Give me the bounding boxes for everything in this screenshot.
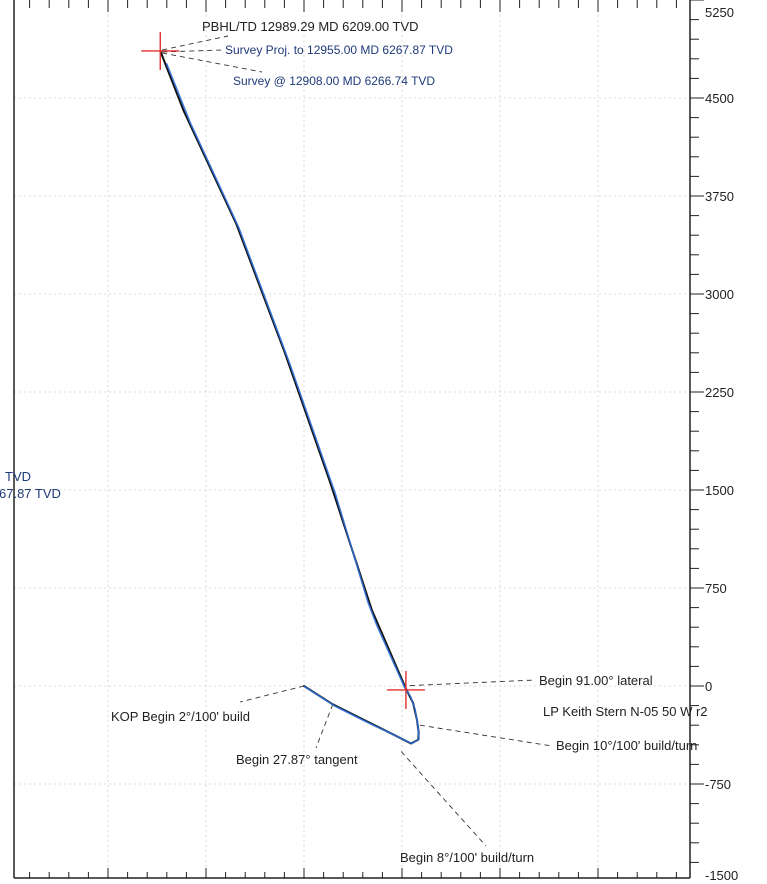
annotation-begin-build-turn-8: Begin 8°/100' build/turn: [400, 850, 534, 865]
annotation-survey-projection: Survey Proj. to 12955.00 MD 6267.87 TVD: [225, 43, 453, 57]
y-tick-label: 4500: [705, 91, 734, 106]
plot-frame: [13, 0, 691, 879]
annotation-begin-tangent: Begin 27.87° tangent: [236, 752, 358, 767]
trajectory-series: [159, 50, 420, 745]
series-line-survey: [166, 63, 420, 745]
annotation-edge-tvd-clipped: 67.87 TVD: [0, 486, 61, 501]
y-tick-label: 0: [705, 679, 712, 694]
annotation-lp-target: LP Keith Stern N-05 50 W r2: [543, 704, 708, 719]
leader-line: [419, 724, 553, 747]
target-markers: [141, 31, 425, 709]
y-tick-label: 3000: [705, 287, 734, 302]
y-tick-label: 5250: [705, 5, 734, 20]
annotation-begin-lateral: Begin 91.00° lateral: [539, 673, 653, 688]
annotation-survey-at: Survey @ 12908.00 MD 6266.74 TVD: [233, 74, 435, 88]
annotation-pbhl-td: PBHL/TD 12989.29 MD 6209.00 TVD: [202, 19, 419, 34]
y-tick-label: 1500: [705, 483, 734, 498]
annotation-labels: PBHL/TD 12989.29 MD 6209.00 TVD Survey P…: [0, 19, 708, 865]
y-tick-label: 2250: [705, 385, 734, 400]
y-tick-label: -750: [705, 777, 731, 792]
leader-line: [409, 679, 536, 687]
leader-line: [239, 685, 305, 703]
annotation-kop: KOP Begin 2°/100' build: [111, 709, 250, 724]
annotation-edge-tvd: TVD: [5, 469, 31, 484]
axis-ticks: [29, 0, 704, 878]
leader-line: [400, 751, 487, 847]
y-tick-label: 3750: [705, 189, 734, 204]
annotation-leader-lines: [162, 35, 553, 847]
leader-line: [162, 52, 263, 73]
leader-line: [315, 704, 334, 749]
leader-line: [162, 35, 229, 51]
y-tick-label: 750: [705, 581, 727, 596]
y-axis-tick-labels: 5250 4500 3750 3000 2250 1500 750 0 -750 -1500: [705, 5, 738, 883]
annotation-begin-build-turn-10: Begin 10°/100' build/turn: [556, 738, 697, 753]
y-tick-label: -1500: [705, 868, 738, 883]
